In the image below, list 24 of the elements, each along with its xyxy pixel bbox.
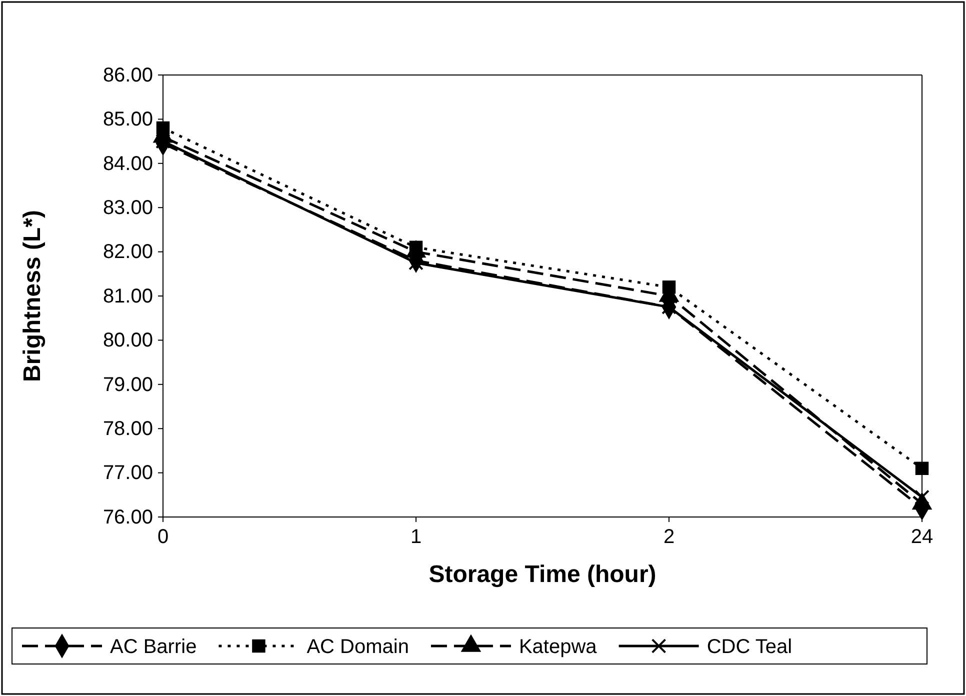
point: [156, 134, 170, 149]
y-tick-label: 82.00: [102, 241, 153, 264]
legend-label: AC Barrie: [110, 636, 197, 658]
x-tick-label: 2: [663, 526, 675, 548]
legend-label: Katepwa: [518, 636, 598, 658]
y-tick-label: 77.00: [102, 462, 153, 484]
y-tick-label: 83.00: [102, 197, 153, 219]
legend-label: CDC Teal: [706, 636, 792, 658]
y-tick-label: 85.00: [102, 108, 153, 131]
x-tick-label: 1: [410, 526, 422, 548]
y-tick-label: 78.00: [102, 418, 153, 440]
legend-label: AC Domain: [306, 636, 409, 658]
point: [915, 462, 929, 476]
y-tick-label: 76.00: [102, 506, 153, 528]
x-axis-title: Storage Time (hour): [428, 561, 656, 588]
y-tick-label: 84.00: [102, 152, 153, 175]
y-tick-label: 86.00: [102, 64, 153, 86]
y-tick-label: 80.00: [102, 330, 153, 352]
point: [662, 300, 676, 314]
y-tick-label: 79.00: [102, 374, 153, 396]
x-tick-label: 0: [157, 526, 169, 548]
y-tick-label: 81.00: [102, 285, 153, 308]
y-axis-title: Brightness (L*): [19, 210, 46, 382]
x-tick-label: 24: [910, 526, 934, 548]
